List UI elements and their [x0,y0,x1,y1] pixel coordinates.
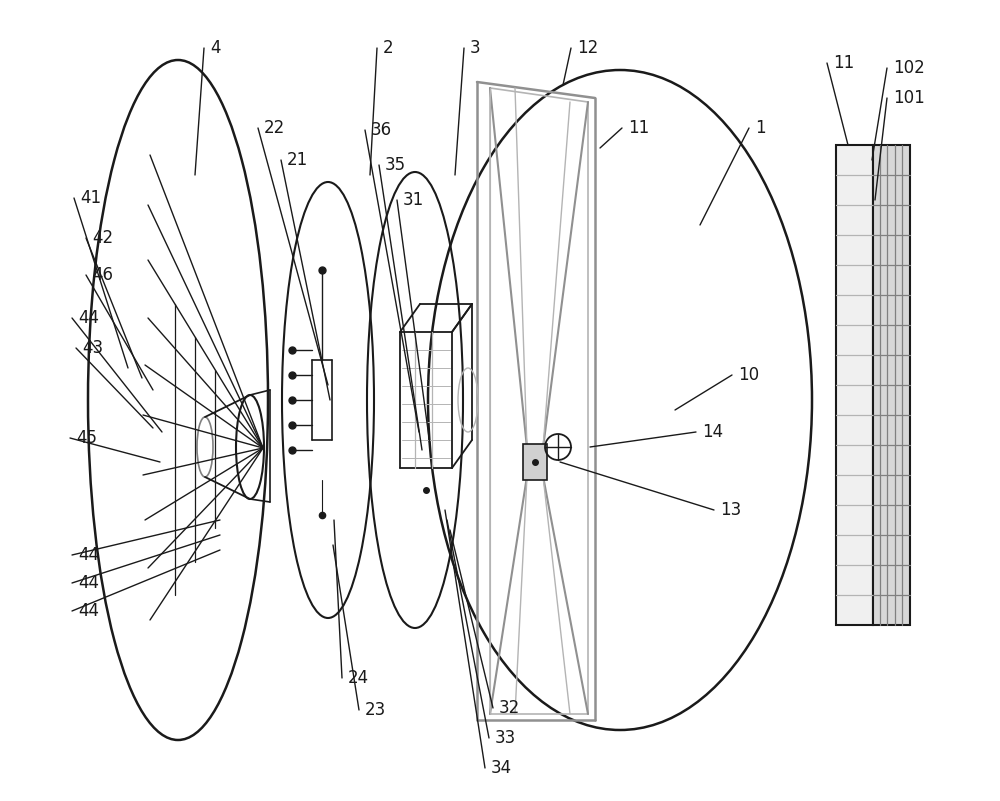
Text: 2: 2 [383,39,394,57]
Text: 32: 32 [499,699,520,717]
Text: 23: 23 [365,701,386,719]
Text: 22: 22 [264,119,285,137]
Text: 4: 4 [210,39,220,57]
Text: 10: 10 [738,366,759,384]
Text: 14: 14 [702,423,723,441]
Text: 34: 34 [491,759,512,777]
Text: 102: 102 [893,59,925,77]
Text: 43: 43 [82,339,103,357]
Bar [836,145,873,625]
Text: 101: 101 [893,89,925,107]
Text: 33: 33 [495,729,516,747]
Text: 13: 13 [720,501,741,519]
Text: 35: 35 [385,156,406,174]
Text: 31: 31 [403,191,424,209]
Text: 44: 44 [78,546,99,564]
Text: 41: 41 [80,189,101,207]
Text: 44: 44 [78,309,99,327]
Text: 12: 12 [577,39,598,57]
Text: 44: 44 [78,574,99,592]
Text: 46: 46 [92,266,113,284]
Text: 21: 21 [287,151,308,169]
Text: 11: 11 [628,119,649,137]
Bar [523,444,547,480]
Text: 42: 42 [92,229,113,247]
Text: 11: 11 [833,54,854,72]
Text: 45: 45 [76,429,97,447]
Text: 24: 24 [348,669,369,687]
Text: 44: 44 [78,602,99,620]
Bar [873,145,910,625]
Text: 1: 1 [755,119,766,137]
Text: 3: 3 [470,39,481,57]
Text: 36: 36 [371,121,392,139]
